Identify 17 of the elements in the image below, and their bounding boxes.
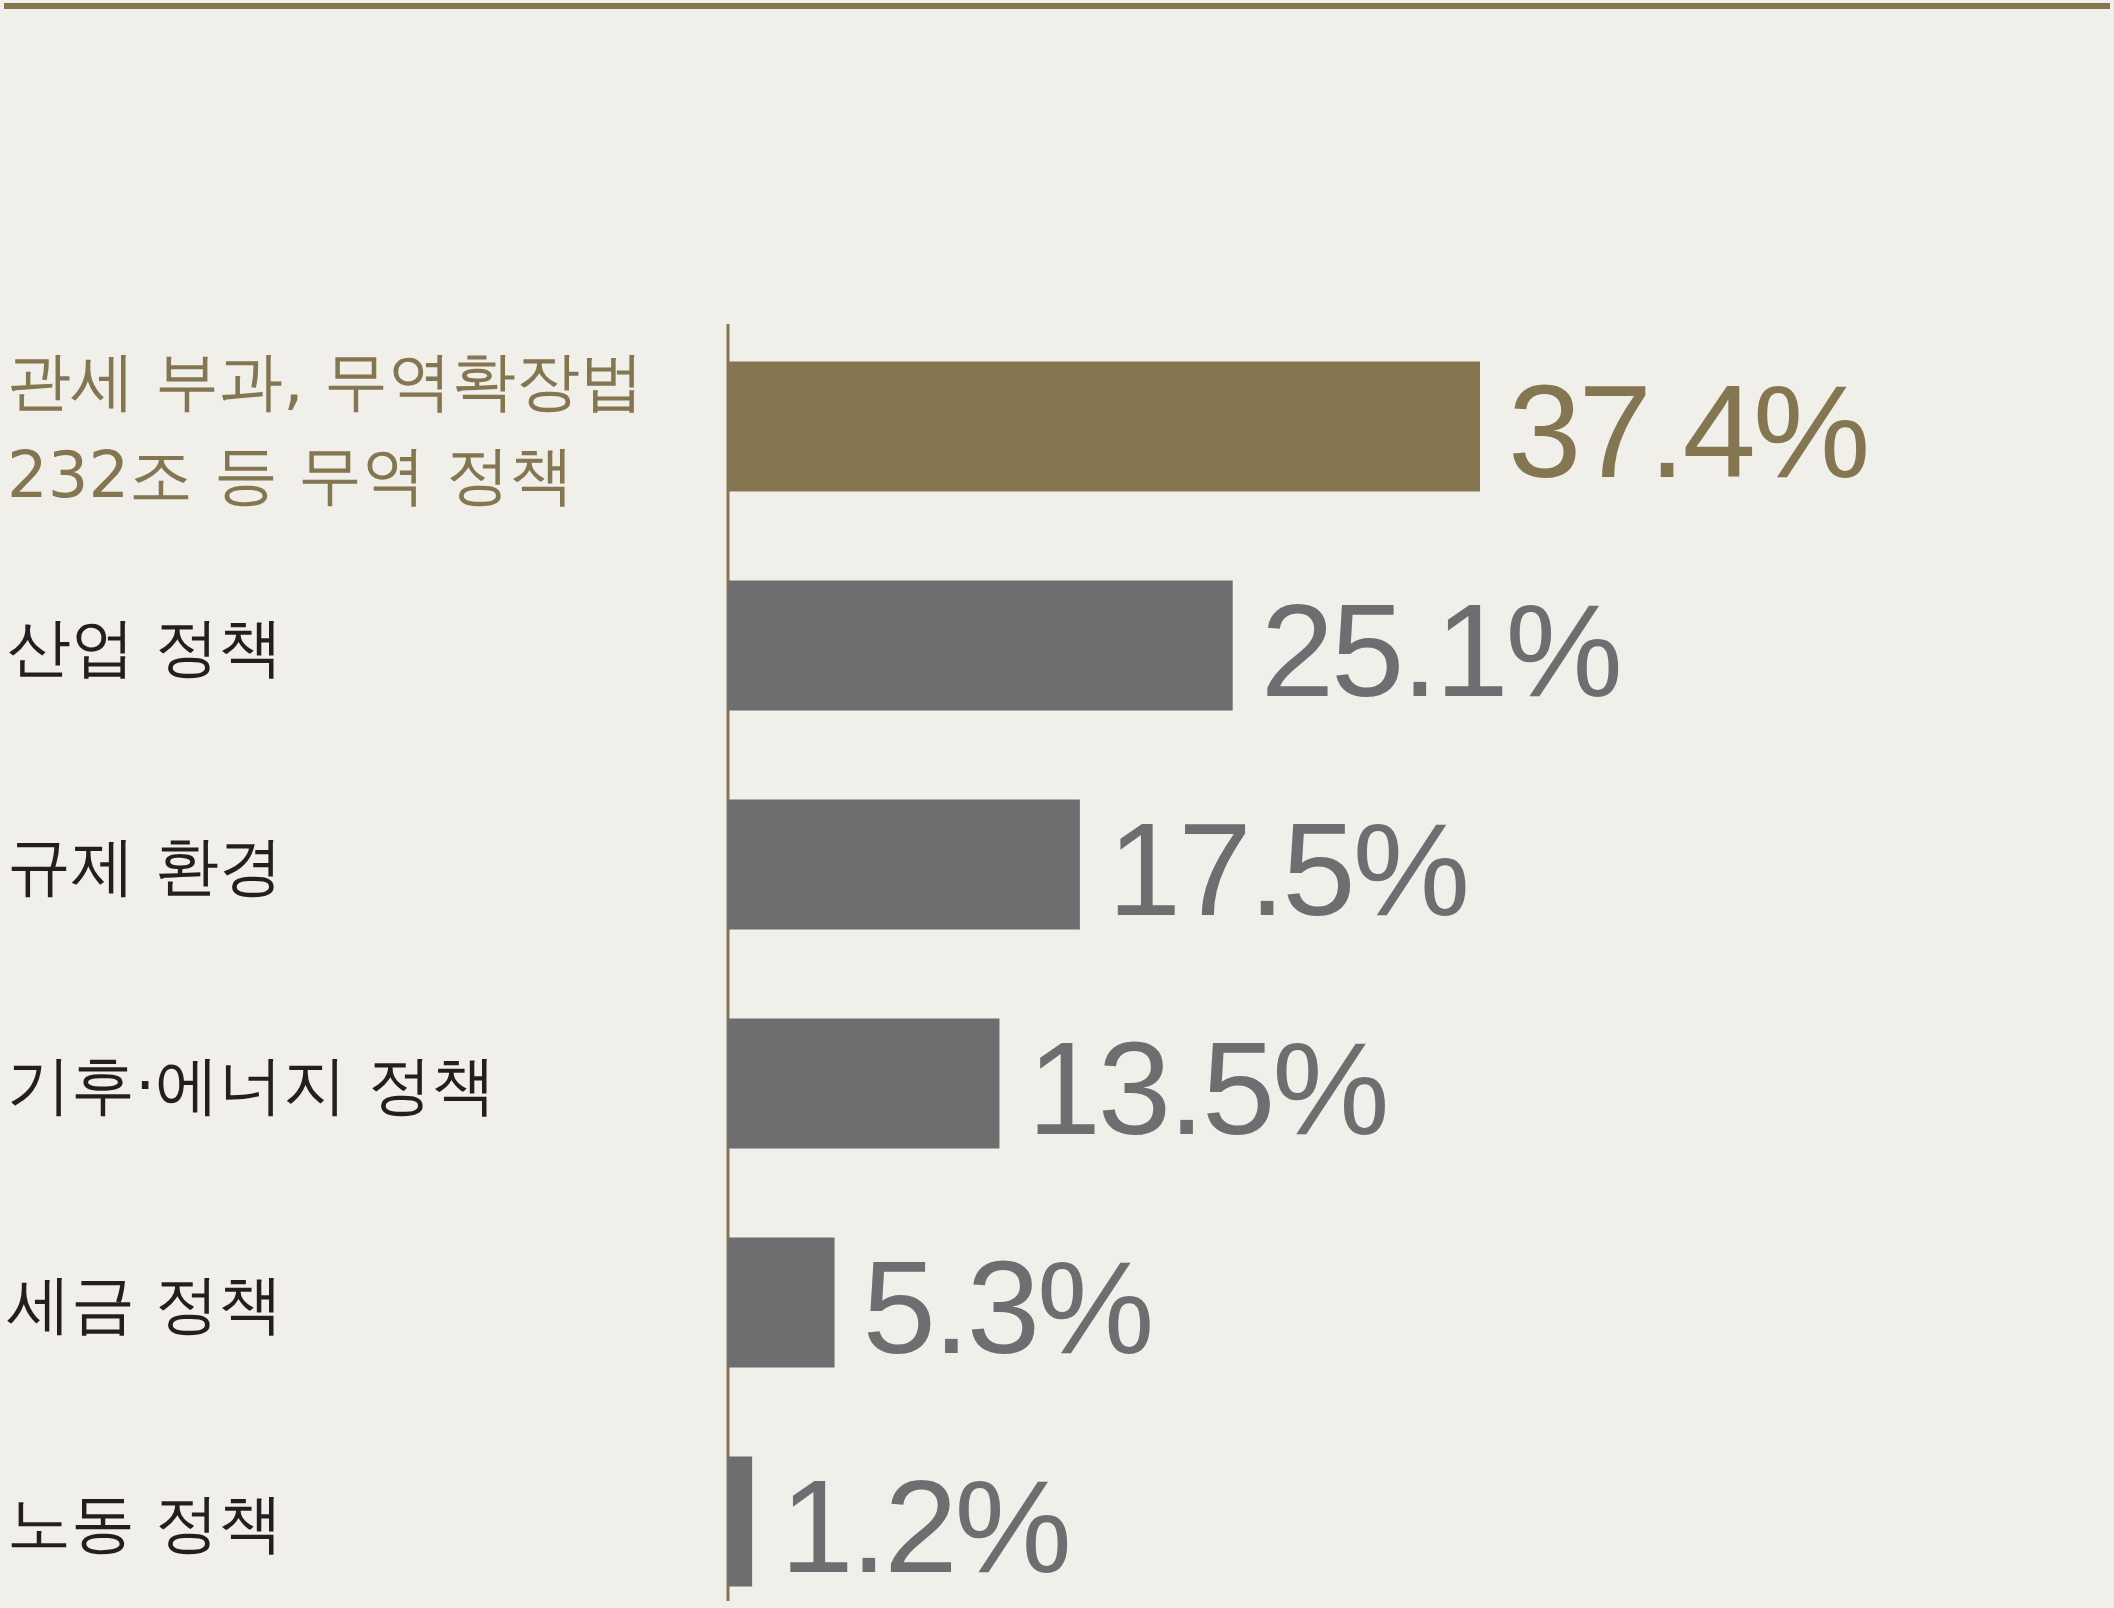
data-label: 25.1% [1260,576,1620,724]
y-tick-label: 세금 정책 [7,1266,284,1341]
data-label: 1.2% [780,1452,1069,1600]
y-tick-label: 노동 정책 [7,1485,284,1560]
data-label: 17.5% [1107,795,1468,943]
y-tick-label: 기후·에너지 정책 [7,1047,496,1122]
y-tick-label: 규제 환경 [7,828,284,903]
y-tick-label: 산업 정책 [7,609,284,684]
y-tick-label: 관세 부과, 무역확장법 232조 등 무역 정책 [7,343,645,512]
bar [728,1018,1000,1149]
bar [728,1456,753,1587]
data-label: 5.3% [862,1233,1152,1381]
data-label: 37.4% [1508,357,1868,505]
data-label: 13.5% [1027,1014,1387,1162]
bar [728,799,1080,930]
bar [728,1237,835,1368]
bar [728,580,1233,711]
